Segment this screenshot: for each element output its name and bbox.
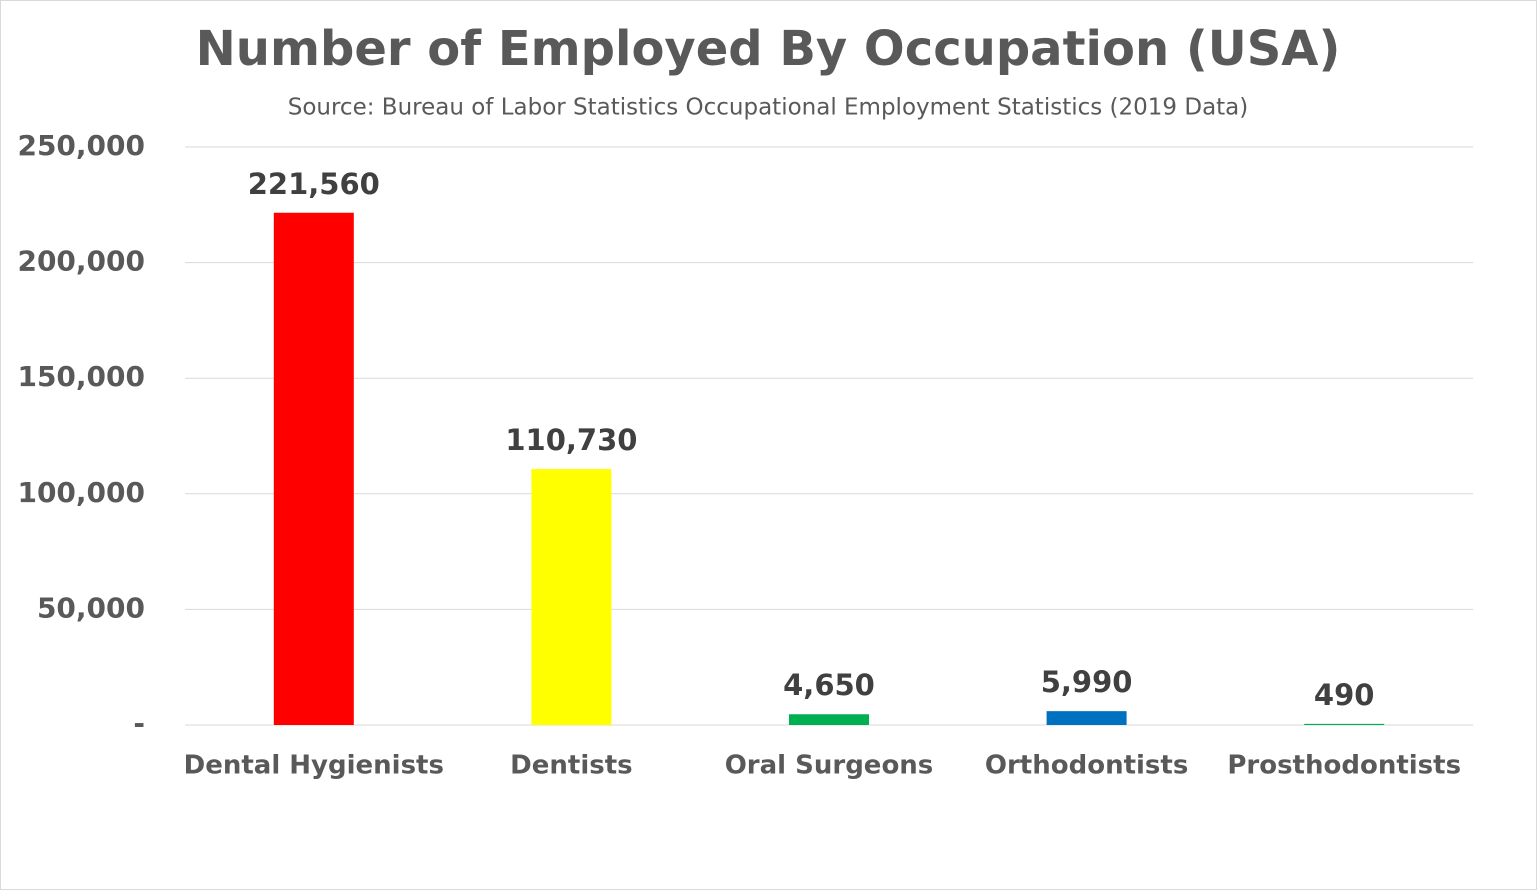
x-tick-label: Orthodontists [985, 751, 1188, 781]
bar [789, 714, 869, 725]
data-label: 4,650 [783, 668, 875, 702]
data-label: 5,990 [1041, 665, 1133, 699]
bar [1046, 711, 1127, 725]
bar [531, 468, 612, 725]
x-tick-label: Prosthodontists [1227, 751, 1461, 781]
chart-title: Number of Employed By Occupation (USA) [196, 21, 1341, 77]
data-label: 490 [1314, 678, 1375, 712]
y-tick-label: 150,000 [17, 360, 145, 393]
y-tick-label: 50,000 [37, 591, 145, 624]
y-tick-label: - [133, 707, 145, 740]
bar [1304, 723, 1385, 725]
x-tick-label: Dental Hygienists [184, 751, 444, 781]
chart-subtitle: Source: Bureau of Labor Statistics Occup… [288, 95, 1249, 121]
x-tick-label: Dentists [510, 751, 632, 781]
data-label: 221,560 [248, 167, 380, 201]
y-tick-label: 200,000 [17, 245, 145, 278]
y-tick-label: 250,000 [17, 129, 145, 162]
y-tick-label: 100,000 [17, 476, 145, 509]
data-label: 110,730 [505, 423, 637, 457]
x-tick-label: Oral Surgeons [725, 751, 934, 781]
bar [273, 212, 354, 725]
